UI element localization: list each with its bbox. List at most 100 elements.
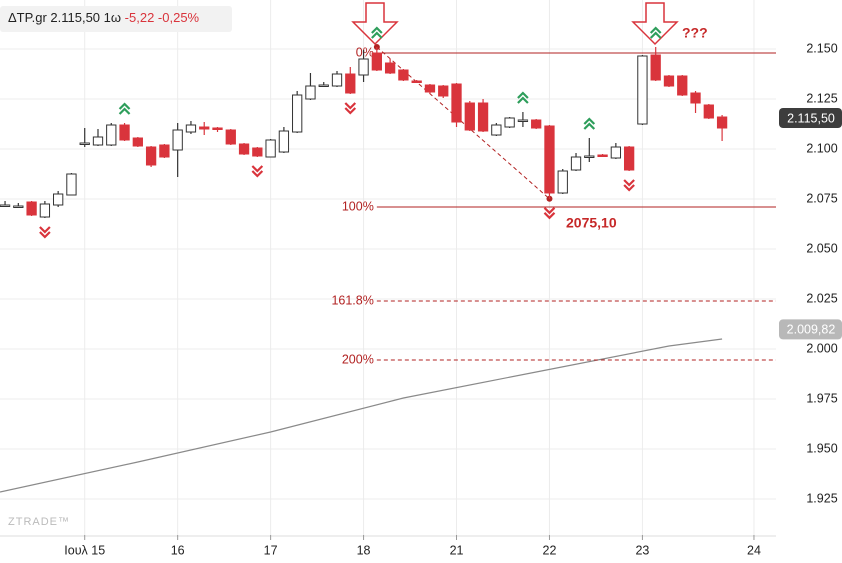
candle-body: [159, 144, 170, 158]
change: -5,22 -0,25%: [125, 10, 200, 25]
signal-up: [649, 26, 662, 39]
y-tick-label: 1.925: [806, 491, 837, 505]
question-annotation: ???: [682, 25, 708, 41]
candle-body: [185, 124, 197, 133]
candle-body: [557, 170, 568, 194]
x-tick-label: 22: [543, 543, 557, 557]
y-tick-label: 2.000: [806, 341, 837, 355]
candle-body: [26, 201, 37, 216]
y-tick-label: 2.125: [806, 91, 837, 105]
candle-body: [650, 54, 661, 81]
candle-body: [451, 83, 462, 123]
candle-body: [132, 137, 143, 147]
candle-body: [398, 69, 409, 81]
big-arrow: [631, 2, 679, 46]
candle-body: [39, 203, 51, 218]
candle-body: [637, 55, 648, 125]
signal-up: [118, 102, 131, 115]
signal-up: [583, 117, 596, 130]
candle-body: [53, 193, 64, 206]
x-tick-label: 24: [747, 543, 761, 557]
header-symbol: ΔTP.gr 2.115,50 1ω -5,22 -0,25%: [8, 10, 200, 25]
candle-body: [265, 139, 276, 158]
y-tick-label: 2.100: [806, 141, 837, 155]
y-tick-label: 1.975: [806, 391, 837, 405]
x-tick-label: 18: [357, 543, 371, 557]
signal-up: [517, 91, 529, 104]
y-tick-label: 2.025: [806, 291, 837, 305]
candle-body: [610, 146, 622, 159]
x-tick-label: 16: [171, 543, 185, 557]
candle-body: [504, 117, 515, 128]
x-tick-label: Ιουλ 15: [64, 543, 105, 557]
candle-body: [623, 146, 635, 171]
candle-body: [477, 102, 489, 132]
candle-body: [305, 85, 316, 100]
candle-body: [438, 85, 449, 97]
y-tick-label: 2.150: [806, 41, 837, 55]
y-tick-label: 2.075: [806, 191, 837, 205]
grid: [0, 0, 776, 535]
x-tick-label: 21: [450, 543, 464, 557]
candle-body: [597, 154, 608, 157]
candle-body: [292, 94, 303, 133]
candle-body: [531, 119, 542, 129]
candle-body: [690, 92, 701, 104]
header-box: [0, 6, 232, 32]
signal-down: [623, 179, 635, 192]
candle-body: [331, 73, 343, 87]
candle-body: [199, 126, 210, 130]
candle-body: [677, 75, 688, 96]
candle-body: [544, 125, 555, 194]
candle-body: [424, 84, 436, 93]
last-price-label-box: [779, 108, 842, 128]
signal-down: [39, 226, 51, 239]
candle-body: [92, 136, 104, 146]
candle-body: [570, 156, 582, 171]
candle-body: [106, 124, 117, 146]
candle-body: [212, 127, 223, 130]
candle-body: [172, 129, 183, 151]
y-tick-label: 2.050: [806, 241, 837, 255]
symbol: ΔTP.gr 2.115,50 1ω: [8, 10, 121, 25]
y-tick-label: 1.950: [806, 441, 837, 455]
fib-label: 0%: [356, 45, 374, 59]
ma-price-label-box: [779, 319, 842, 340]
candle-body: [464, 102, 475, 131]
x-tick-label: 17: [264, 543, 278, 557]
candle-body: [225, 129, 236, 145]
watermark: ZTRADE™: [8, 516, 70, 528]
candle-body: [703, 104, 714, 119]
candle-body: [663, 75, 675, 87]
candle-body: [13, 205, 24, 208]
candle-body: [384, 62, 396, 74]
candle-body: [145, 146, 157, 166]
big-arrow: [351, 2, 399, 46]
signal-down: [344, 102, 357, 115]
signal-down: [251, 165, 264, 178]
candle-body: [238, 143, 250, 155]
candle-body: [66, 173, 77, 196]
candle-body: [278, 130, 290, 153]
candle-body: [79, 142, 90, 145]
signal-up: [371, 26, 383, 39]
candle-body: [411, 80, 422, 83]
ma-price-label: 2.009,82: [787, 323, 836, 337]
candle-body: [252, 147, 263, 157]
candle-body: [584, 155, 595, 158]
last-price-label: 2.115,50: [787, 111, 835, 125]
candle-body: [491, 124, 502, 136]
candle-body: [358, 58, 369, 76]
candle-body: [119, 124, 130, 141]
low-annotation: 2075,10: [566, 215, 617, 231]
candle-body: [345, 73, 356, 94]
fib-label: 161.8%: [331, 293, 373, 307]
candle-body: [716, 116, 728, 129]
fib-label: 200%: [342, 352, 374, 366]
signal-down: [543, 207, 556, 220]
candle-body: [318, 84, 329, 87]
fib-label: 100%: [342, 199, 374, 213]
x-tick-label: 23: [635, 543, 649, 557]
